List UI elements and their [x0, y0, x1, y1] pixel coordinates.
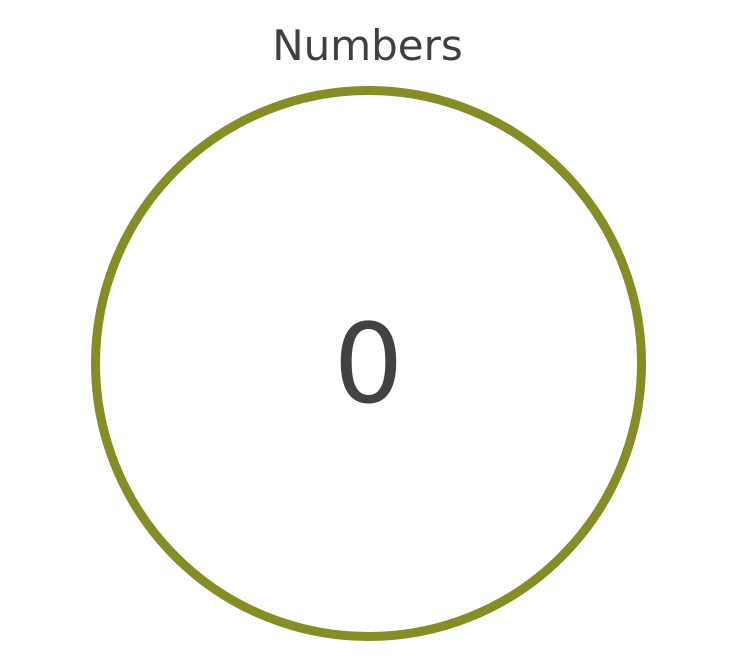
number-ring [91, 86, 646, 641]
number-value: 0 [333, 299, 404, 428]
section-title: Numbers [272, 21, 463, 70]
